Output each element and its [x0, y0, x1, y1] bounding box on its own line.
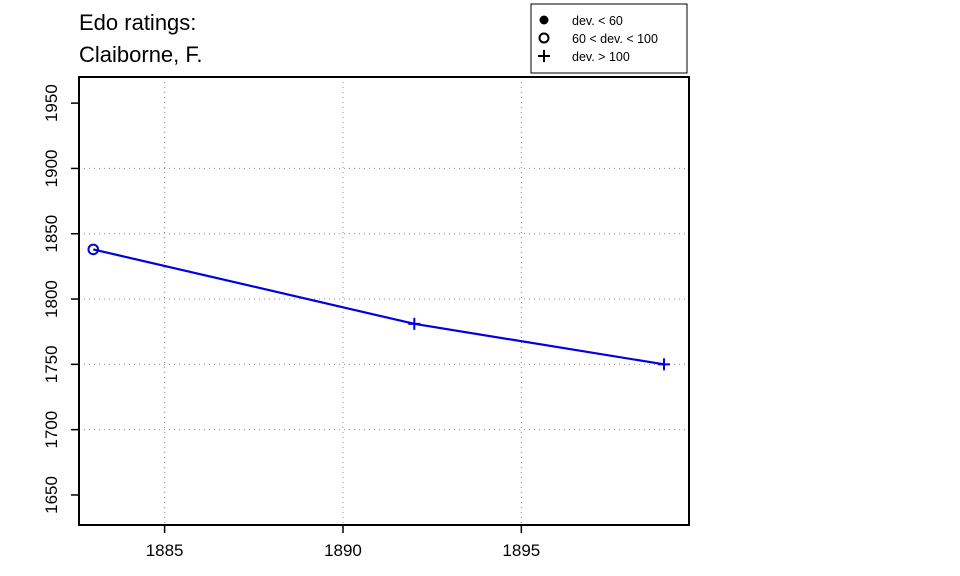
y-axis-ticks: 1650 1700 1750 1800 1850 1900 1950 — [42, 84, 79, 514]
x-tick-label: 1885 — [146, 541, 184, 560]
point-open-circle — [87, 243, 100, 256]
chart-title-line-1: Edo ratings: — [79, 10, 196, 35]
legend-label-2: 60 < dev. < 100 — [572, 32, 658, 46]
legend-label-3: dev. > 100 — [572, 50, 630, 64]
y-tick-label: 1950 — [42, 84, 61, 122]
chart-title-line-2: Claiborne, F. — [79, 42, 203, 67]
point-plus — [408, 317, 421, 330]
y-tick-label: 1900 — [42, 150, 61, 188]
y-tick-label: 1700 — [42, 411, 61, 449]
point-plus — [658, 358, 671, 371]
x-axis-ticks: 1885 1890 1895 — [146, 525, 540, 560]
legend-filled-circle-icon — [539, 15, 549, 25]
y-tick-label: 1850 — [42, 215, 61, 253]
legend-box — [530, 3, 688, 74]
x-tick-label: 1895 — [502, 541, 540, 560]
legend-label-1: dev. < 60 — [572, 14, 623, 28]
x-tick-label: 1890 — [324, 541, 362, 560]
plot-frame — [78, 76, 690, 526]
y-tick-label: 1800 — [42, 280, 61, 318]
y-tick-label: 1750 — [42, 345, 61, 383]
series-line — [93, 248, 665, 366]
y-tick-label: 1650 — [42, 476, 61, 514]
legend: dev. < 60 60 < dev. < 100 dev. > 100 — [530, 3, 688, 74]
grid-lines — [79, 77, 689, 525]
rating-series — [87, 243, 671, 371]
legend-open-circle-icon — [538, 32, 550, 44]
legend-plus-icon — [538, 50, 550, 62]
